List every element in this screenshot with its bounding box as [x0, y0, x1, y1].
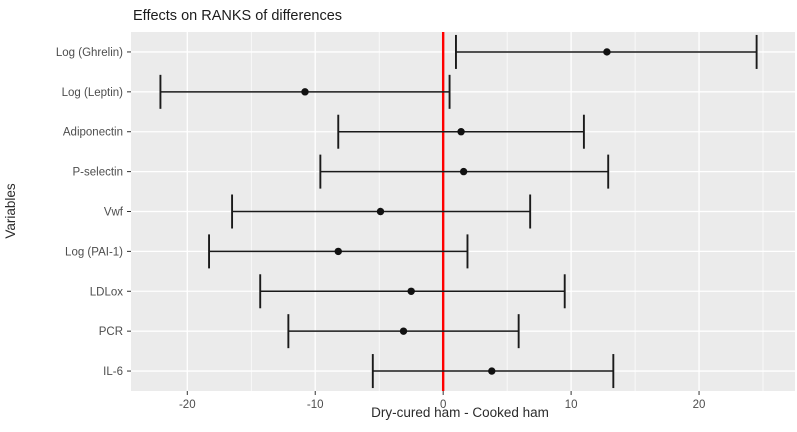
point-marker [488, 367, 496, 375]
point-marker [334, 247, 342, 256]
y-tick-label: IL-6 [103, 366, 123, 378]
y-tick-label: Adiponectin [63, 127, 123, 139]
y-tick-label: Log (PAI-1) [65, 246, 123, 258]
point-marker [407, 287, 415, 295]
plot-area: -20 -10 0 10 20 Log (Ghrelin) Log (Leptin) Adip… [56, 32, 795, 411]
y-tick-label: LDLox [90, 286, 123, 298]
y-tick-label: Log (Ghrelin) [56, 47, 123, 59]
y-axis-title: Variables [3, 183, 18, 239]
chart-title: Effects on RANKS of differences [133, 8, 342, 24]
point-marker [399, 327, 408, 335]
point-marker [301, 88, 309, 96]
y-tick-label: PCR [99, 326, 123, 338]
x-tick-label: 10 [565, 399, 578, 411]
x-tick-label: -10 [307, 399, 324, 411]
y-tick-label: Log (Leptin) [62, 87, 124, 99]
x-tick-label: -20 [179, 399, 196, 411]
point-marker [459, 167, 468, 176]
point-marker [457, 128, 465, 136]
y-tick-label: Vwf [104, 207, 124, 219]
y-tick-label: P-selectin [73, 167, 124, 179]
x-tick-label: 20 [693, 399, 706, 411]
point-marker [603, 48, 611, 56]
point-marker [376, 207, 385, 216]
x-tick-label: 0 [440, 399, 446, 411]
x-axis-title: Dry-cured ham - Cooked ham [371, 405, 549, 420]
